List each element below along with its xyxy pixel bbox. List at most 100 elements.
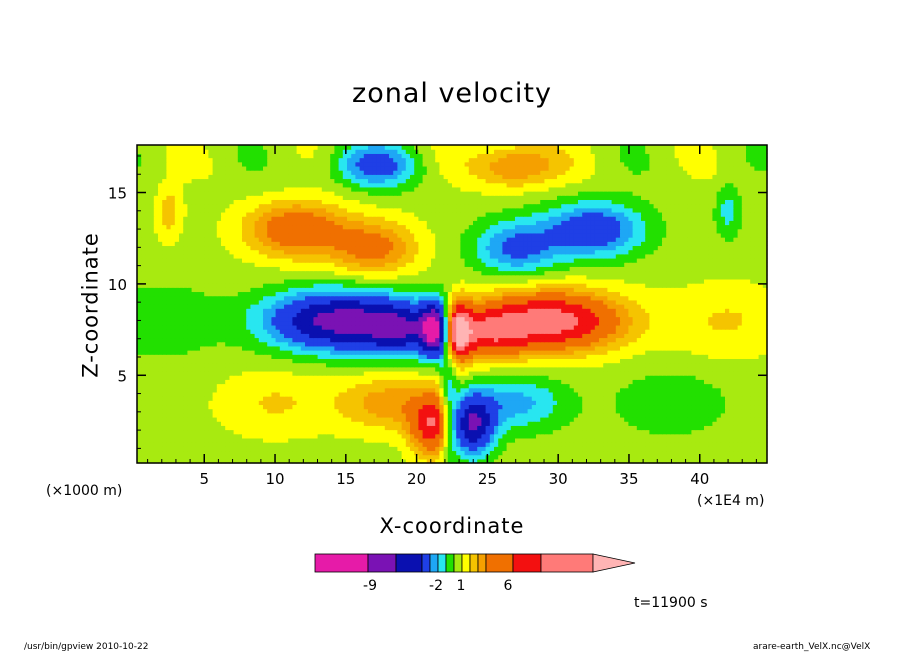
field-cell: [267, 350, 272, 355]
field-cell: [456, 341, 461, 347]
field-cell: [582, 324, 587, 330]
field-cell: [531, 425, 537, 431]
field-cell: [355, 383, 361, 389]
field-cell: [422, 396, 428, 401]
field-cell: [708, 329, 713, 334]
field-cell: [204, 404, 209, 410]
field-cell: [267, 412, 272, 418]
field-cell: [149, 433, 155, 439]
field-cell: [183, 433, 188, 439]
field-cell: [506, 370, 512, 376]
field-cell: [494, 421, 499, 426]
field-cell: [540, 362, 545, 368]
field-cell: [720, 324, 726, 330]
field-cell: [271, 404, 277, 410]
field-cell: [313, 437, 319, 443]
field-cell: [548, 450, 554, 456]
field-cell: [200, 416, 205, 422]
field-cell: [330, 387, 335, 393]
field-cell: [519, 362, 524, 368]
field-cell: [653, 412, 659, 418]
field-cell: [250, 333, 256, 339]
field-cell: [166, 425, 172, 431]
field-cell: [166, 329, 172, 334]
field-cell: [510, 425, 516, 431]
field-cell: [620, 350, 625, 355]
field-cell: [456, 345, 461, 351]
field-cell: [225, 450, 230, 456]
field-cell: [153, 383, 159, 389]
field-cell: [750, 429, 755, 435]
field-cell: [363, 442, 369, 447]
field-cell: [431, 329, 436, 334]
field-cell: [762, 350, 768, 355]
field-cell: [687, 391, 692, 397]
field-cell: [489, 324, 495, 330]
field-cell: [540, 375, 545, 380]
field-cell: [179, 345, 184, 351]
field-cell: [746, 354, 751, 359]
field-cell: [355, 362, 361, 368]
field-cell: [708, 383, 713, 389]
field-cell: [519, 324, 524, 330]
field-cell: [363, 404, 369, 410]
field-cell: [309, 450, 314, 456]
field-cell: [221, 366, 226, 372]
field-cell: [687, 416, 692, 422]
field-cell: [611, 391, 617, 397]
field-cell: [628, 433, 634, 439]
field-cell: [174, 408, 180, 414]
field-cell: [552, 366, 558, 372]
field-cell: [426, 400, 432, 406]
field-cell: [649, 416, 655, 422]
field-cell: [279, 400, 285, 406]
field-cell: [519, 354, 524, 359]
field-cell: [191, 429, 197, 435]
field-cell: [565, 329, 571, 334]
field-cell: [569, 354, 575, 359]
field-cell: [326, 429, 331, 435]
field-cell: [158, 329, 163, 334]
field-cell: [384, 350, 390, 355]
field-cell: [221, 370, 226, 376]
field-cell: [137, 337, 142, 343]
field-cell: [674, 446, 680, 452]
field-cell: [704, 404, 709, 410]
field-cell: [162, 345, 167, 351]
field-cell: [326, 370, 331, 376]
field-cell: [372, 354, 377, 359]
field-cell: [674, 400, 680, 406]
field-cell: [632, 442, 638, 447]
field-cell: [216, 333, 222, 339]
field-cell: [267, 354, 272, 359]
field-cell: [351, 333, 356, 339]
field-cell: [725, 391, 730, 397]
field-cell: [716, 433, 722, 439]
field-cell: [666, 425, 671, 431]
field-cell: [477, 345, 482, 351]
field-cell: [250, 425, 256, 431]
field-cell: [422, 387, 428, 393]
field-cell: [540, 366, 545, 372]
field-cell: [687, 412, 692, 418]
field-cell: [603, 345, 608, 351]
field-cell: [170, 329, 176, 334]
field-cell: [376, 429, 382, 435]
field-cell: [666, 370, 671, 376]
field-cell: [464, 446, 470, 452]
field-cell: [246, 341, 251, 347]
field-cell: [258, 383, 264, 389]
field-cell: [729, 425, 734, 431]
field-cell: [704, 383, 709, 389]
field-cell: [187, 412, 193, 418]
field-cell: [363, 387, 369, 393]
field-cell: [284, 379, 289, 385]
field-cell: [519, 416, 524, 422]
field-cell: [632, 354, 638, 359]
field-cell: [359, 408, 365, 414]
field-cell: [330, 329, 335, 334]
field-cell: [326, 324, 331, 330]
field-cell: [662, 454, 667, 460]
field-cell: [540, 458, 545, 464]
field-cell: [170, 362, 176, 368]
